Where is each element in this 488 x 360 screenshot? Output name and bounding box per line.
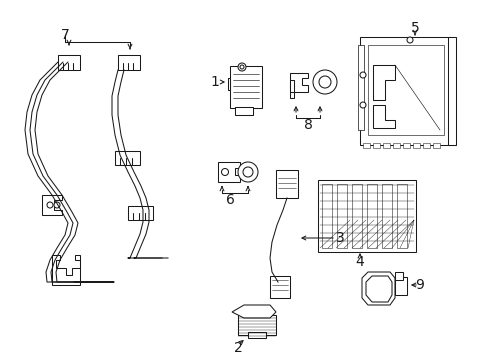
Circle shape (47, 202, 53, 208)
FancyBboxPatch shape (381, 184, 391, 248)
FancyBboxPatch shape (396, 184, 406, 248)
Circle shape (243, 167, 252, 177)
FancyBboxPatch shape (128, 206, 153, 220)
FancyBboxPatch shape (351, 184, 361, 248)
FancyBboxPatch shape (317, 180, 415, 252)
FancyBboxPatch shape (235, 107, 252, 115)
Polygon shape (361, 272, 394, 305)
Polygon shape (231, 305, 275, 318)
Polygon shape (42, 195, 62, 215)
FancyBboxPatch shape (367, 45, 443, 135)
Text: 6: 6 (225, 193, 234, 207)
Circle shape (240, 65, 244, 69)
Circle shape (54, 202, 60, 208)
FancyBboxPatch shape (402, 143, 409, 148)
Polygon shape (372, 65, 394, 100)
FancyBboxPatch shape (392, 143, 399, 148)
Text: 8: 8 (303, 118, 312, 132)
Circle shape (312, 70, 336, 94)
FancyBboxPatch shape (357, 45, 363, 130)
Circle shape (359, 102, 365, 108)
FancyBboxPatch shape (447, 37, 455, 145)
FancyBboxPatch shape (336, 184, 346, 248)
Polygon shape (227, 78, 229, 90)
FancyBboxPatch shape (275, 170, 297, 198)
Text: 7: 7 (61, 28, 69, 42)
FancyBboxPatch shape (422, 143, 429, 148)
FancyBboxPatch shape (359, 37, 451, 145)
Polygon shape (52, 255, 80, 285)
FancyBboxPatch shape (118, 55, 140, 70)
FancyBboxPatch shape (366, 184, 376, 248)
Circle shape (238, 162, 258, 182)
Circle shape (318, 76, 330, 88)
FancyBboxPatch shape (394, 272, 402, 280)
FancyBboxPatch shape (115, 151, 140, 165)
Text: 2: 2 (233, 341, 242, 355)
FancyBboxPatch shape (372, 143, 379, 148)
FancyBboxPatch shape (394, 277, 406, 295)
Polygon shape (372, 105, 394, 128)
FancyBboxPatch shape (238, 315, 275, 335)
Text: 9: 9 (415, 278, 424, 292)
FancyBboxPatch shape (247, 332, 265, 338)
Text: 1: 1 (210, 75, 219, 89)
Circle shape (221, 168, 228, 175)
Circle shape (406, 37, 412, 43)
Polygon shape (365, 276, 391, 302)
Polygon shape (218, 162, 240, 182)
Circle shape (359, 72, 365, 78)
Text: 3: 3 (335, 231, 344, 245)
Polygon shape (289, 73, 307, 98)
Circle shape (238, 63, 245, 71)
Text: 5: 5 (410, 21, 419, 35)
Polygon shape (289, 80, 293, 92)
FancyBboxPatch shape (382, 143, 389, 148)
FancyBboxPatch shape (58, 55, 80, 70)
FancyBboxPatch shape (321, 184, 331, 248)
FancyBboxPatch shape (229, 66, 262, 108)
FancyBboxPatch shape (269, 276, 289, 298)
FancyBboxPatch shape (432, 143, 439, 148)
FancyBboxPatch shape (362, 143, 369, 148)
FancyBboxPatch shape (412, 143, 419, 148)
Text: 4: 4 (355, 255, 364, 269)
